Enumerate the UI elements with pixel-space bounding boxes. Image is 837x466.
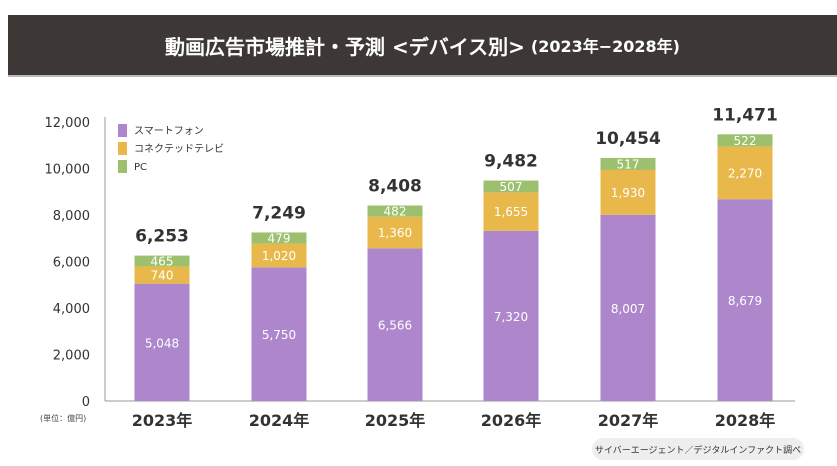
bar-value-label: 522 <box>734 134 757 148</box>
bar-pc <box>134 255 190 267</box>
bar-pc <box>367 205 423 217</box>
bar-smartphone <box>717 199 773 401</box>
bar-ctv <box>367 216 423 249</box>
legend-swatch <box>118 142 127 155</box>
bar-value-label: 8,679 <box>728 294 762 308</box>
bar-value-label: 1,655 <box>494 205 528 219</box>
bar-smartphone <box>600 214 656 401</box>
y-tick-label: 10,000 <box>45 163 91 178</box>
legend-swatch <box>118 160 127 173</box>
bar-value-label: 5,750 <box>262 328 296 342</box>
y-tick-label: 8,000 <box>53 209 90 224</box>
bar-value-label: 740 <box>151 269 174 283</box>
bar-smartphone <box>367 248 423 401</box>
bar-value-label: 1,930 <box>611 186 645 200</box>
total-label: 9,482 <box>484 152 538 172</box>
total-label: 8,408 <box>368 177 422 197</box>
legend-swatch <box>118 124 127 137</box>
unit-label: (単位：億円) <box>40 414 87 423</box>
bar-smartphone <box>251 267 307 401</box>
bar-value-label: 479 <box>268 232 291 246</box>
chart-subtitle: (2023年−2028年) <box>530 37 680 56</box>
bar-ctv <box>717 146 773 200</box>
total-label: 6,253 <box>135 227 189 247</box>
bar-ctv <box>600 169 656 215</box>
bar-value-label: 507 <box>500 180 523 194</box>
chart-title: 動画広告市場推計・予測 <デバイス別> <box>165 34 525 59</box>
bar-pc <box>600 157 656 170</box>
x-tick-label: 2026年 <box>481 411 542 430</box>
legend-label: コネクテッドテレビ <box>134 143 224 155</box>
legend-label: PC <box>134 162 147 173</box>
x-tick-label: 2024年 <box>249 411 310 430</box>
y-tick-label: 6,000 <box>53 256 90 271</box>
y-tick-label: 2,000 <box>53 349 90 364</box>
x-tick-label: 2023年 <box>132 411 193 430</box>
legend-label: スマートフォン <box>134 126 204 137</box>
bar-value-label: 465 <box>151 255 174 269</box>
bar-smartphone <box>134 283 190 401</box>
y-tick-label: 4,000 <box>53 302 90 317</box>
x-tick-label: 2027年 <box>598 411 659 430</box>
x-tick-label: 2025年 <box>365 411 426 430</box>
y-tick-label: 0 <box>82 395 90 410</box>
total-label: 10,454 <box>595 129 661 149</box>
bar-pc <box>251 232 307 244</box>
bar-ctv <box>134 266 190 284</box>
bar-ctv <box>483 192 539 231</box>
x-tick-label: 2028年 <box>715 411 776 430</box>
bar-ctv <box>251 243 307 268</box>
bar-value-label: 517 <box>617 157 640 171</box>
bar-value-label: 8,007 <box>611 302 645 316</box>
total-label: 7,249 <box>252 203 306 223</box>
bar-value-label: 1,360 <box>378 226 412 240</box>
bar-pc <box>483 180 539 193</box>
y-tick-label: 12,000 <box>45 116 91 131</box>
bar-smartphone <box>483 230 539 401</box>
source-note: サイバーエージェント／デジタルインファクト調べ <box>592 438 804 460</box>
bar-value-label: 7,320 <box>494 310 528 324</box>
bar-value-label: 2,270 <box>728 166 762 180</box>
bar-pc <box>717 134 773 147</box>
bar-value-label: 1,020 <box>262 249 296 263</box>
bar-value-label: 482 <box>384 205 407 219</box>
bar-value-label: 6,566 <box>378 319 412 333</box>
total-label: 11,471 <box>712 105 778 125</box>
chart-title-banner: 動画広告市場推計・予測 <デバイス別> (2023年−2028年) <box>8 15 837 77</box>
bar-value-label: 5,048 <box>145 336 179 350</box>
